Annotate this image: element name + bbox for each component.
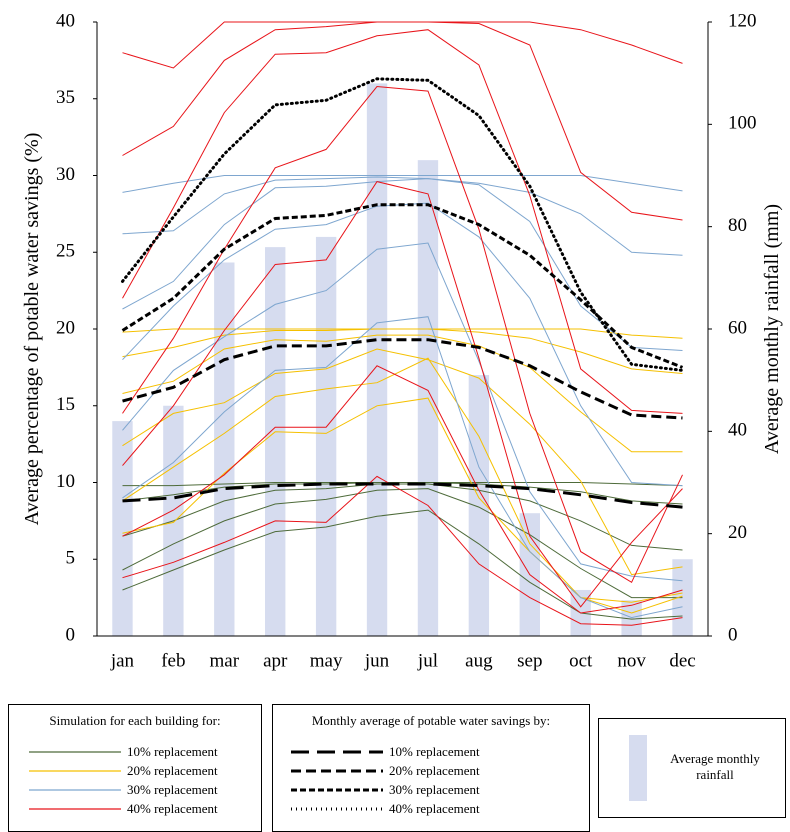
building-line <box>122 176 683 256</box>
legend-label: 30% replacement <box>389 782 480 797</box>
building-line <box>122 85 683 584</box>
building-line <box>122 334 683 453</box>
y2-tick-label: 60 <box>728 317 747 338</box>
legend-label: 30% replacement <box>127 782 218 797</box>
building-line <box>122 397 683 614</box>
x-tick-label: feb <box>161 650 185 671</box>
legend-entry: 20% replacement <box>29 762 218 780</box>
rainfall-bar <box>315 236 337 636</box>
legend-title: Monthly average of potable water savings… <box>311 713 551 728</box>
building-line <box>122 316 683 619</box>
building-line <box>122 175 683 193</box>
legend-sample <box>291 788 383 792</box>
y2-tick-label: 100 <box>728 113 757 134</box>
y-tick-label: 35 <box>56 87 75 108</box>
x-tick-label: oct <box>569 650 593 671</box>
rainfall-bar <box>672 559 693 636</box>
building-line <box>122 21 683 221</box>
legend-label: 40% replacement <box>127 801 218 816</box>
chart: Average percentage of potable water savi… <box>21 10 783 671</box>
building-line <box>122 29 683 414</box>
legend-entry: 10% replacement <box>291 743 480 761</box>
average-line <box>122 482 683 509</box>
building-line <box>122 21 683 69</box>
y2-tick-label: 0 <box>728 624 738 645</box>
building-line <box>122 357 683 603</box>
average-legend: Monthly average of potable water savings… <box>272 704 590 832</box>
building-line <box>122 178 683 351</box>
legend-label: Average monthly rainfall <box>670 751 760 782</box>
rainfall-bar <box>265 247 286 636</box>
y-tick-label: 40 <box>56 10 75 31</box>
x-tick-label: jul <box>417 650 438 671</box>
x-tick-label: mar <box>210 650 240 671</box>
legend-label: 10% replacement <box>127 744 218 759</box>
y2-tick-label: 80 <box>728 215 747 236</box>
y-tick-label: 15 <box>56 394 75 415</box>
building-line <box>122 483 683 551</box>
legend-sample <box>291 769 383 773</box>
x-tick-label: jan <box>110 650 135 671</box>
legend-sample <box>29 751 121 753</box>
average-line <box>122 338 683 420</box>
rainfall-bar <box>366 83 388 636</box>
x-tick-label: jun <box>364 650 390 671</box>
legend-sample <box>291 807 383 811</box>
legend-swatch <box>629 735 647 801</box>
building-line <box>122 509 683 620</box>
legend-entry: 30% replacement <box>291 781 480 799</box>
x-tick-label: aug <box>465 650 493 671</box>
x-tick-label: dec <box>669 650 695 671</box>
building-line <box>122 242 683 582</box>
rainfall-bar <box>112 421 133 636</box>
y2-axis-label: Average monthly rainfall (mm) <box>761 204 783 454</box>
y2-tick-label: 20 <box>728 522 747 543</box>
y-tick-label: 5 <box>66 548 76 569</box>
legend-sample <box>291 750 383 754</box>
legend-title: Simulation for each building for: <box>49 713 221 728</box>
x-tick-label: sep <box>517 650 542 671</box>
building-line <box>122 202 683 487</box>
building-line <box>122 365 683 614</box>
y-tick-label: 10 <box>56 471 75 492</box>
x-tick-label: may <box>310 650 343 671</box>
legend-label: 20% replacement <box>127 763 218 778</box>
y-tick-label: 0 <box>66 624 76 645</box>
legend-label: 20% replacement <box>389 763 480 778</box>
building-line <box>122 328 683 339</box>
building-line <box>122 482 683 505</box>
x-tick-label: apr <box>263 650 288 671</box>
building-line <box>122 475 683 626</box>
building-line <box>122 328 683 374</box>
building-legend: Simulation for each building for: 10% re… <box>8 704 262 832</box>
legend-entry: 20% replacement <box>291 762 480 780</box>
legend-sample <box>29 770 121 772</box>
average-line <box>121 77 684 372</box>
legend-entry: 10% replacement <box>29 743 218 761</box>
y-tick-label: 30 <box>56 164 75 185</box>
y2-tick-label: 40 <box>728 420 747 441</box>
building-line <box>122 181 683 608</box>
legend-label: 10% replacement <box>389 744 480 759</box>
y-tick-label: 20 <box>56 317 75 338</box>
legend-entry: 40% replacement <box>291 800 480 818</box>
building-line <box>122 488 683 599</box>
y2-tick-label: 120 <box>728 10 757 31</box>
rainfall-bar <box>214 262 235 636</box>
y-tick-label: 25 <box>56 241 75 262</box>
legend-sample <box>29 808 121 810</box>
average-line <box>121 203 684 369</box>
y-axis-label: Average percentage of potable water savi… <box>21 133 43 526</box>
x-tick-label: nov <box>617 650 646 671</box>
legend-entry: 40% replacement <box>29 800 218 818</box>
rainfall-legend: Average monthly rainfall <box>598 718 786 818</box>
rainfall-bar <box>468 375 490 636</box>
legend-label: 40% replacement <box>389 801 480 816</box>
legend-sample <box>29 789 121 791</box>
legend-entry: 30% replacement <box>29 781 218 799</box>
